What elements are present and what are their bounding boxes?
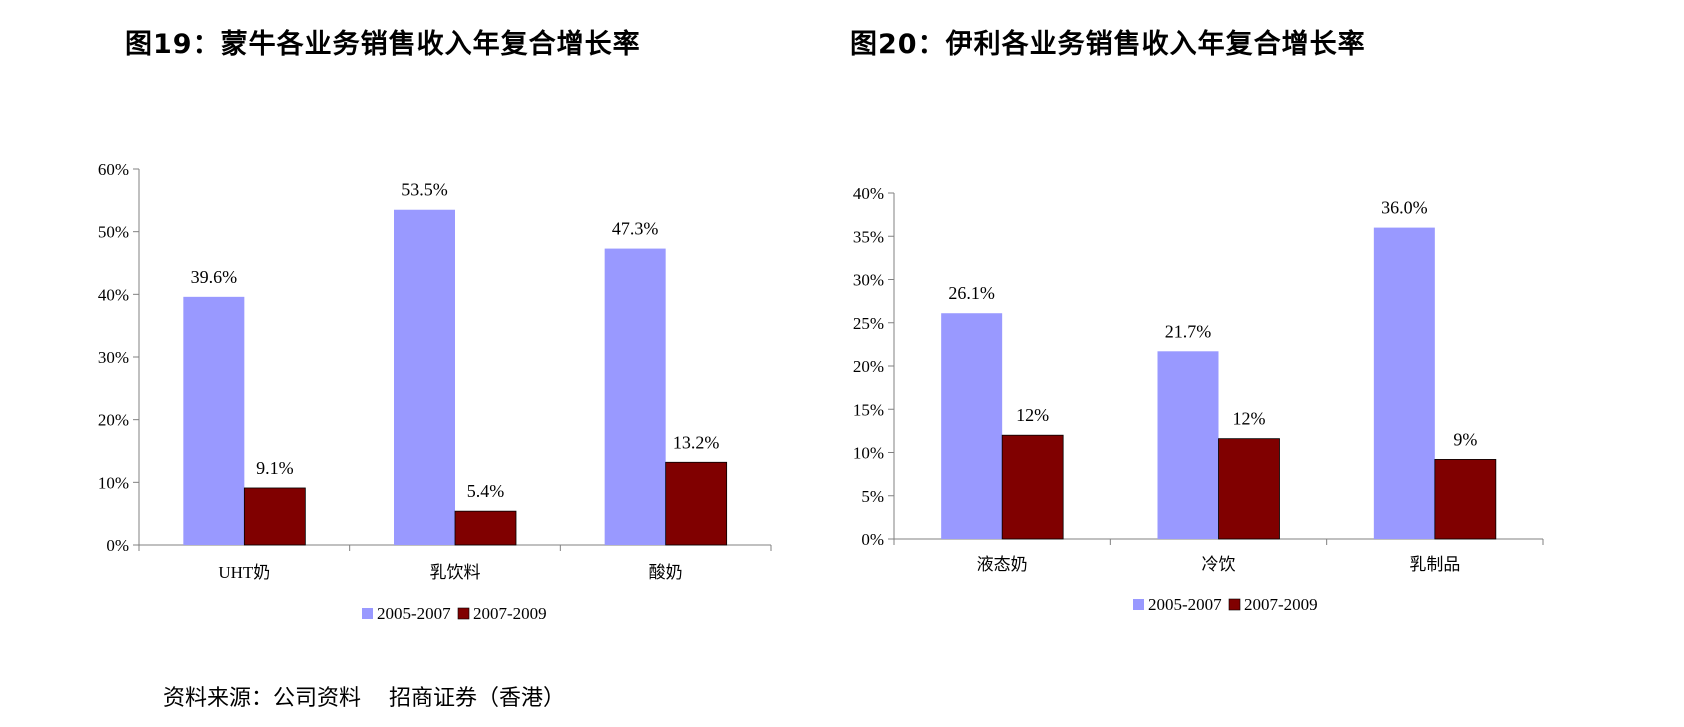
chart-title-right: 图20：伊利各业务销售收入年复合增长率 [850,29,1366,60]
data-label: 39.6% [191,267,238,287]
y-tick-label: 40% [98,285,129,304]
source-note: 资料来源：公司资料 招商证券（香港） [163,686,565,711]
bar-2005-2007-0 [183,296,245,545]
y-tick-label: 0% [106,536,129,555]
bar-2007-2009-1 [1218,438,1280,540]
legend-swatch [457,607,470,620]
data-label: 47.3% [612,219,659,239]
bar-2005-2007-2 [604,248,666,545]
bar-2005-2007-2 [1373,227,1435,539]
x-category-label: 液态奶 [977,555,1028,574]
bar-2007-2009-0 [243,487,306,546]
bar-2005-2007-1 [394,209,455,545]
x-category-label: 酸奶 [649,563,683,582]
y-tick-label: 10% [98,473,129,492]
x-category-label: 乳制品 [1409,555,1460,574]
y-tick-label: 30% [98,348,129,367]
bar-2007-2009-2 [665,461,728,546]
y-tick-label: 35% [853,227,884,246]
bar-2005-2007-0 [941,313,1003,539]
data-label: 36.0% [1381,198,1428,218]
y-tick-label: 30% [853,271,884,290]
y-tick-label: 20% [853,357,884,376]
data-label: 12% [1016,405,1049,425]
y-tick-label: 25% [853,314,884,333]
x-category-label: UHT奶 [218,563,270,582]
y-tick-label: 50% [98,223,129,242]
data-label: 9% [1453,429,1477,449]
bar-2007-2009-0 [1001,434,1064,540]
y-tick-label: 5% [861,487,884,506]
legend-swatch [362,608,373,619]
y-tick-label: 0% [861,530,884,549]
data-label: 5.4% [467,481,505,501]
bar-2007-2009-1 [454,510,517,546]
y-tick-label: 60% [98,160,129,179]
bar-2005-2007-1 [1157,351,1219,539]
data-label: 13.2% [673,432,720,452]
legend-label: 2005-2007 [1148,595,1222,614]
data-label: 9.1% [256,458,294,478]
legend-label: 2005-2007 [377,604,451,623]
y-tick-label: 40% [853,184,884,203]
x-category-label: 冷饮 [1202,555,1236,574]
bar-2007-2009-2 [1434,459,1497,540]
data-label: 53.5% [401,180,448,200]
x-category-label: 乳饮料 [430,563,481,582]
legend-label: 2007-2009 [473,604,547,623]
y-tick-label: 15% [853,400,884,419]
chart-title-left: 图19：蒙牛各业务销售收入年复合增长率 [125,29,641,60]
data-label: 21.7% [1165,321,1212,341]
legend-swatch [1228,598,1241,611]
y-tick-label: 10% [853,444,884,463]
legend-swatch [1133,599,1144,610]
legend-label: 2007-2009 [1244,595,1318,614]
y-tick-label: 20% [98,411,129,430]
data-label: 12% [1233,409,1266,429]
data-label: 26.1% [948,283,995,303]
